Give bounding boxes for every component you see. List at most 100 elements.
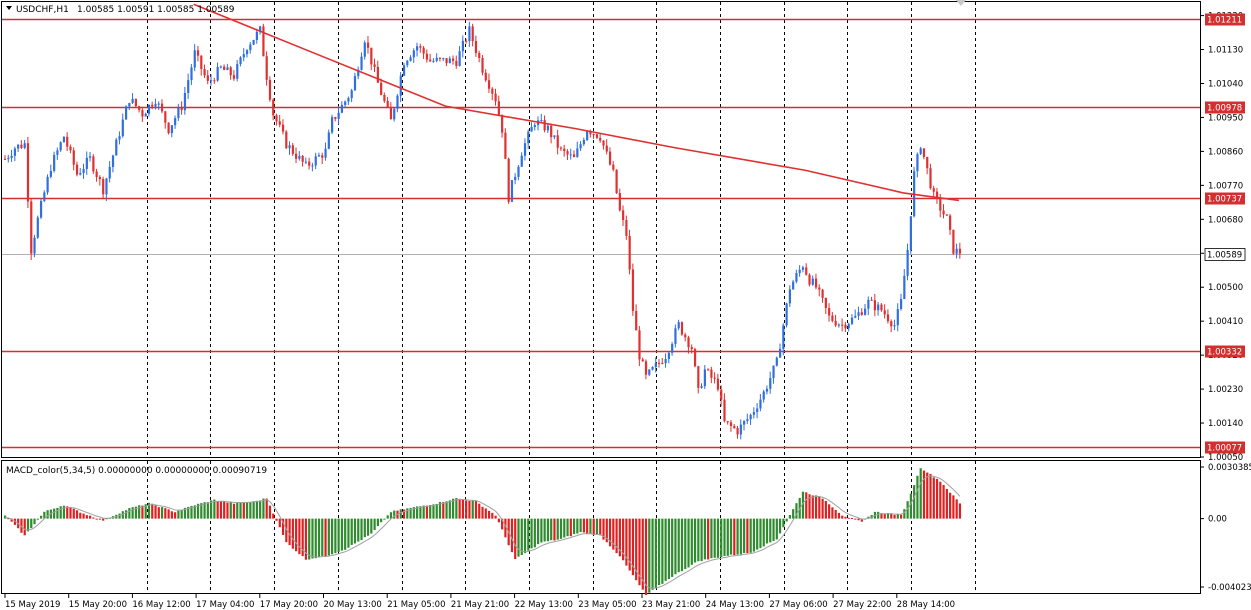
symbol-dropdown-icon[interactable] (6, 6, 12, 10)
candle-body (664, 359, 667, 364)
macd-bar (952, 495, 955, 519)
macd-bar (239, 502, 242, 519)
candle-body (337, 112, 340, 119)
macd-bar (177, 510, 180, 519)
macd-bar (556, 518, 559, 540)
price-tick-label: 1.00860 (1208, 147, 1243, 157)
macd-bar (834, 509, 837, 519)
time-tick-label: 23 May 21:00 (642, 600, 700, 610)
candle-body (566, 151, 569, 155)
time-tick-label: 27 May 22:00 (833, 600, 891, 610)
macd-bar (690, 518, 693, 565)
macd-tick-label: 0.00 (1208, 515, 1227, 525)
macd-bar (75, 510, 79, 519)
macd-bar (553, 518, 556, 541)
macd-bar (664, 518, 667, 581)
macd-bar (504, 518, 507, 538)
macd-bar (788, 515, 791, 519)
macd-bar (314, 518, 317, 559)
candle-body (321, 155, 324, 158)
candle-body (729, 422, 733, 426)
macd-bar (935, 478, 939, 519)
candle-body (877, 304, 880, 311)
macd-bar (769, 518, 772, 543)
time-tick-label: 15 May 2019 (5, 600, 60, 610)
candle-body (579, 144, 582, 149)
macd-bar (883, 513, 886, 519)
macd-bar (442, 502, 445, 519)
macd-bar (886, 513, 890, 519)
candle-body (909, 216, 912, 250)
macd-bar (478, 503, 481, 519)
candle-body (494, 93, 497, 102)
macd-bar (154, 505, 157, 519)
candle-body (360, 56, 363, 70)
candle-body (857, 312, 860, 316)
candle-body (85, 157, 88, 169)
macd-bar (589, 518, 592, 534)
macd-bar (232, 503, 236, 519)
macd-bar (877, 511, 880, 519)
candle-body (72, 150, 75, 165)
time-tick-label: 21 May 21:00 (451, 600, 509, 610)
macd-bar (118, 513, 121, 519)
macd-bar (586, 518, 589, 534)
macd-bar (331, 518, 334, 555)
macd-bar (599, 518, 602, 536)
candle-body (631, 269, 635, 311)
macd-bar (821, 498, 824, 519)
macd-bar (648, 518, 651, 593)
macd-bar (409, 507, 412, 519)
candle-body (219, 66, 223, 68)
candle-body (795, 273, 798, 282)
macd-bar (13, 518, 17, 525)
candle-body (491, 88, 494, 94)
macd-bar (608, 518, 612, 547)
macd-bar (510, 518, 514, 553)
candle-body (667, 352, 671, 360)
macd-bar (795, 503, 798, 519)
candle-body (412, 50, 415, 58)
scroll-marker-icon[interactable] (956, 0, 966, 6)
macd-bar (304, 518, 308, 560)
macd-bar (631, 518, 635, 576)
macd-bar (749, 518, 752, 553)
macd-bar (448, 500, 451, 519)
macd-bar (854, 518, 857, 520)
macd-bar (831, 507, 834, 519)
macd-bar (56, 507, 59, 519)
candle-body (638, 330, 641, 360)
candle-body (89, 156, 92, 158)
candle-body (497, 101, 500, 115)
macd-bar (667, 518, 671, 580)
price-panel-frame (1, 1, 1201, 458)
candle-body (886, 314, 890, 322)
macd-bar (945, 488, 948, 519)
macd-bar (7, 518, 10, 520)
macd-bar (625, 518, 628, 566)
macd-bar (121, 511, 124, 519)
macd-bar (906, 501, 909, 519)
candle-body (53, 154, 56, 171)
candle-body (20, 144, 23, 148)
candle-body (707, 369, 710, 371)
macd-bar (775, 518, 778, 540)
candle-body (801, 267, 805, 270)
candle-body (331, 117, 334, 133)
macd-bar (497, 518, 500, 523)
macd-bar (196, 503, 200, 519)
candle-body (26, 143, 30, 202)
candle-body (556, 135, 559, 148)
candle-body (808, 274, 811, 285)
candle-body (622, 210, 625, 221)
macd-bar (344, 518, 347, 550)
macd-bar (756, 518, 759, 550)
candle-body (17, 144, 20, 149)
macd-bar (262, 498, 265, 519)
candle-body (487, 80, 491, 89)
time-tick-label: 24 May 13:00 (706, 600, 764, 610)
candle-body (864, 308, 867, 315)
macd-bar (66, 506, 69, 519)
level-label-bg (1205, 192, 1245, 205)
